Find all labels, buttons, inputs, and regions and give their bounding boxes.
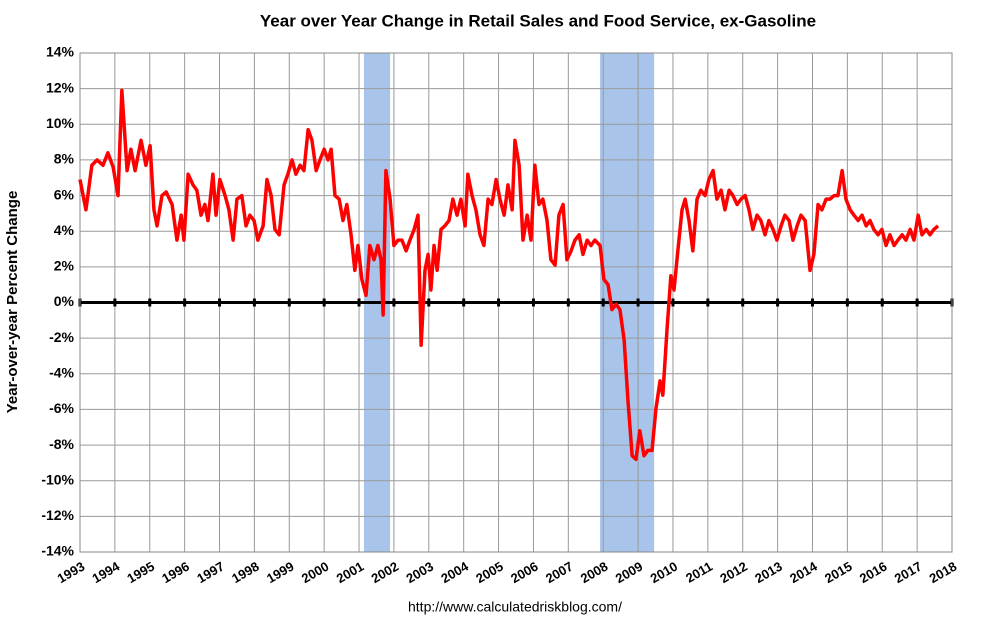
x-tick-label: 1995: [124, 559, 157, 586]
y-tick-label: -2%: [49, 329, 74, 345]
y-tick-label: 2%: [54, 258, 75, 274]
y-tick-label: 12%: [46, 79, 75, 95]
x-tick-label: 2001: [334, 559, 367, 586]
y-tick-label: -6%: [49, 400, 74, 416]
y-tick-label: -10%: [41, 471, 74, 487]
x-tick-label: 2005: [473, 559, 506, 586]
chart-title: Year over Year Change in Retail Sales an…: [260, 11, 816, 30]
x-tick-label: 2008: [578, 559, 611, 586]
x-tick-label: 2016: [857, 559, 890, 586]
x-tick-label: 2009: [613, 559, 646, 586]
y-tick-label: 6%: [54, 186, 75, 202]
y-tick-label: 4%: [54, 222, 75, 238]
x-tick-label: 2018: [927, 559, 960, 586]
x-tick-label: 1999: [264, 559, 297, 586]
x-tick-label: 2002: [369, 559, 402, 586]
x-tick-label: 2007: [543, 559, 576, 586]
x-tick-label: 2011: [683, 559, 715, 586]
x-tick-label: 2013: [752, 559, 785, 586]
x-tick-label: 2015: [822, 559, 855, 586]
x-tick-label: 2012: [717, 559, 750, 586]
y-tick-label: -12%: [41, 507, 74, 523]
x-tick-label: 2014: [787, 558, 820, 586]
y-tick-label: 14%: [46, 44, 75, 60]
y-tick-label: 0%: [54, 293, 75, 309]
x-tick-label: 1993: [55, 559, 88, 586]
x-tick-label: 1994: [90, 558, 123, 586]
x-tick-label: 2010: [648, 559, 681, 586]
x-tick-label: 2004: [438, 558, 471, 586]
y-tick-label: -4%: [49, 364, 74, 380]
x-tick-label: 1996: [159, 559, 192, 586]
plot-border: [79, 52, 953, 553]
x-tick-label: 1997: [194, 559, 227, 586]
x-tick-label: 2006: [508, 559, 541, 586]
y-tick-label: 8%: [54, 151, 75, 167]
data-line: [78, 88, 940, 462]
y-tick-label: 10%: [46, 115, 75, 131]
x-tick-label: 2000: [299, 559, 332, 586]
x-tick-label: 2017: [892, 559, 925, 586]
y-axis-label: Year-over-year Percent Change: [4, 191, 21, 414]
y-tick-label: -8%: [49, 436, 74, 452]
y-tick-label: -14%: [41, 543, 74, 559]
x-tick-label: 2003: [403, 559, 436, 586]
x-tick-label: 1998: [229, 559, 262, 586]
source: http://www.calculatedriskblog.com/: [408, 599, 622, 615]
